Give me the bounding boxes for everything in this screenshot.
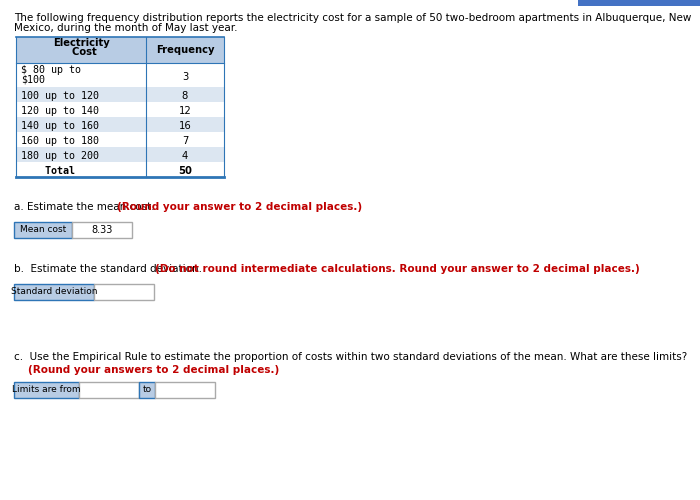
- Text: 3: 3: [182, 72, 188, 82]
- FancyBboxPatch shape: [16, 37, 224, 63]
- Text: 180 up to 200: 180 up to 200: [21, 151, 99, 161]
- Text: to: to: [142, 386, 152, 394]
- Text: Limits are from: Limits are from: [12, 386, 81, 394]
- FancyBboxPatch shape: [14, 222, 72, 238]
- Text: (Round your answer to 2 decimal places.): (Round your answer to 2 decimal places.): [117, 202, 363, 212]
- Text: (Round your answers to 2 decimal places.): (Round your answers to 2 decimal places.…: [28, 365, 279, 375]
- Text: 160 up to 180: 160 up to 180: [21, 136, 99, 146]
- Text: (Do not round intermediate calculations. Round your answer to 2 decimal places.): (Do not round intermediate calculations.…: [155, 264, 640, 274]
- Text: $ 80 up to: $ 80 up to: [21, 65, 81, 75]
- Text: Mean cost: Mean cost: [20, 226, 66, 234]
- Text: $100: $100: [21, 75, 45, 85]
- Text: 100 up to 120: 100 up to 120: [21, 91, 99, 101]
- Text: 8.33: 8.33: [91, 225, 113, 235]
- Text: a. Estimate the mean cost.: a. Estimate the mean cost.: [14, 202, 158, 212]
- FancyBboxPatch shape: [79, 382, 139, 398]
- FancyBboxPatch shape: [155, 382, 215, 398]
- Text: 50: 50: [178, 166, 192, 176]
- FancyBboxPatch shape: [16, 87, 224, 102]
- Text: 7: 7: [182, 136, 188, 146]
- Text: Frequency: Frequency: [155, 45, 214, 55]
- Text: Mexico, during the month of May last year.: Mexico, during the month of May last yea…: [14, 23, 237, 33]
- FancyBboxPatch shape: [139, 382, 155, 398]
- Text: 120 up to 140: 120 up to 140: [21, 106, 99, 116]
- Text: c.  Use the Empirical Rule to estimate the proportion of costs within two standa: c. Use the Empirical Rule to estimate th…: [14, 352, 687, 362]
- FancyBboxPatch shape: [16, 117, 224, 132]
- Text: 4: 4: [182, 151, 188, 161]
- Text: 12: 12: [178, 106, 191, 116]
- Text: Cost: Cost: [65, 47, 97, 57]
- FancyBboxPatch shape: [94, 284, 154, 300]
- Text: 140 up to 160: 140 up to 160: [21, 121, 99, 131]
- FancyBboxPatch shape: [72, 222, 132, 238]
- FancyBboxPatch shape: [14, 284, 94, 300]
- FancyBboxPatch shape: [16, 147, 224, 162]
- FancyBboxPatch shape: [14, 382, 79, 398]
- Text: Total: Total: [21, 166, 75, 176]
- Text: The following frequency distribution reports the electricity cost for a sample o: The following frequency distribution rep…: [14, 13, 692, 23]
- Text: Standard deviation: Standard deviation: [10, 288, 97, 296]
- Text: 16: 16: [178, 121, 191, 131]
- Text: b.  Estimate the standard deviation.: b. Estimate the standard deviation.: [14, 264, 205, 274]
- Text: Electricity: Electricity: [52, 38, 109, 48]
- Text: 8: 8: [182, 91, 188, 101]
- FancyBboxPatch shape: [578, 0, 700, 6]
